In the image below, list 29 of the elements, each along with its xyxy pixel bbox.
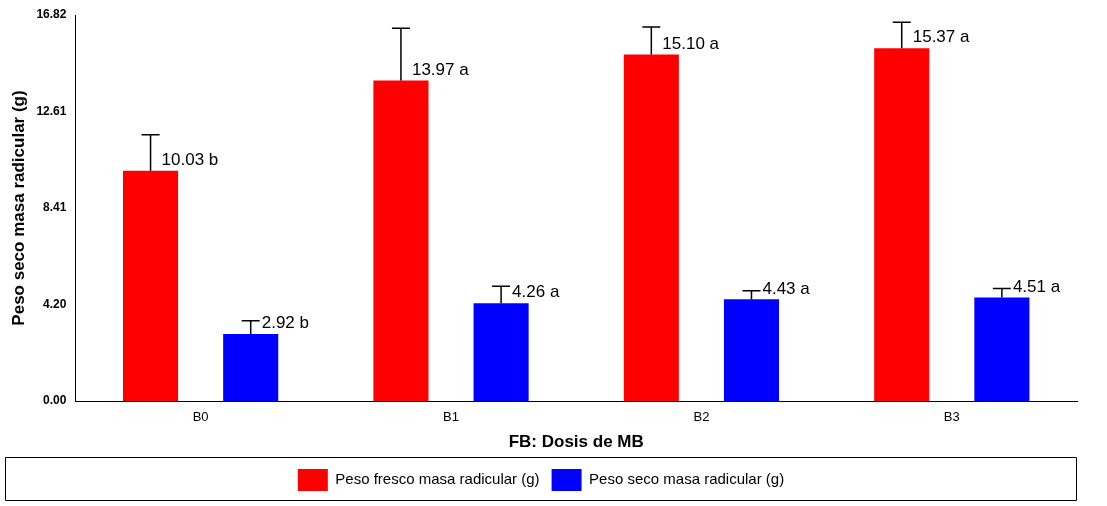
data-label: 4.43 a <box>762 278 811 298</box>
data-label: 2.92 b <box>261 313 309 333</box>
bar <box>373 80 429 401</box>
data-label: 13.97 a <box>411 59 470 79</box>
legend-label: Peso fresco masa radicular (g) <box>335 470 540 488</box>
y-tick-label: 4.20 <box>43 296 67 311</box>
x-tick-label: B1 <box>443 409 459 425</box>
bar <box>874 48 930 401</box>
y-tick-label: 8.41 <box>43 200 67 215</box>
x-tick-label: B0 <box>192 409 209 425</box>
legend-label: Peso seco masa radicular (g) <box>589 470 785 488</box>
x-tick-label: B3 <box>943 409 960 425</box>
y-tick-label: 0.00 <box>43 393 67 408</box>
data-label: 15.10 a <box>662 33 720 53</box>
y-tick-label: 12.61 <box>36 103 67 118</box>
y-axis-title: Peso seco masa radicular (g) <box>8 90 28 326</box>
bar <box>473 303 529 401</box>
bar <box>623 54 679 401</box>
bar <box>123 170 179 401</box>
data-label: 15.37 a <box>912 27 970 47</box>
data-label: 10.03 b <box>161 150 219 170</box>
x-tick-label: B2 <box>693 409 710 425</box>
data-label: 4.51 a <box>1012 276 1061 296</box>
bar <box>723 299 780 401</box>
bar <box>223 333 279 401</box>
bar <box>974 297 1030 401</box>
data-label: 4.26 a <box>512 282 560 302</box>
x-axis-title: FB: Dosis de MB <box>508 432 644 452</box>
y-tick-label: 16.82 <box>36 7 67 22</box>
